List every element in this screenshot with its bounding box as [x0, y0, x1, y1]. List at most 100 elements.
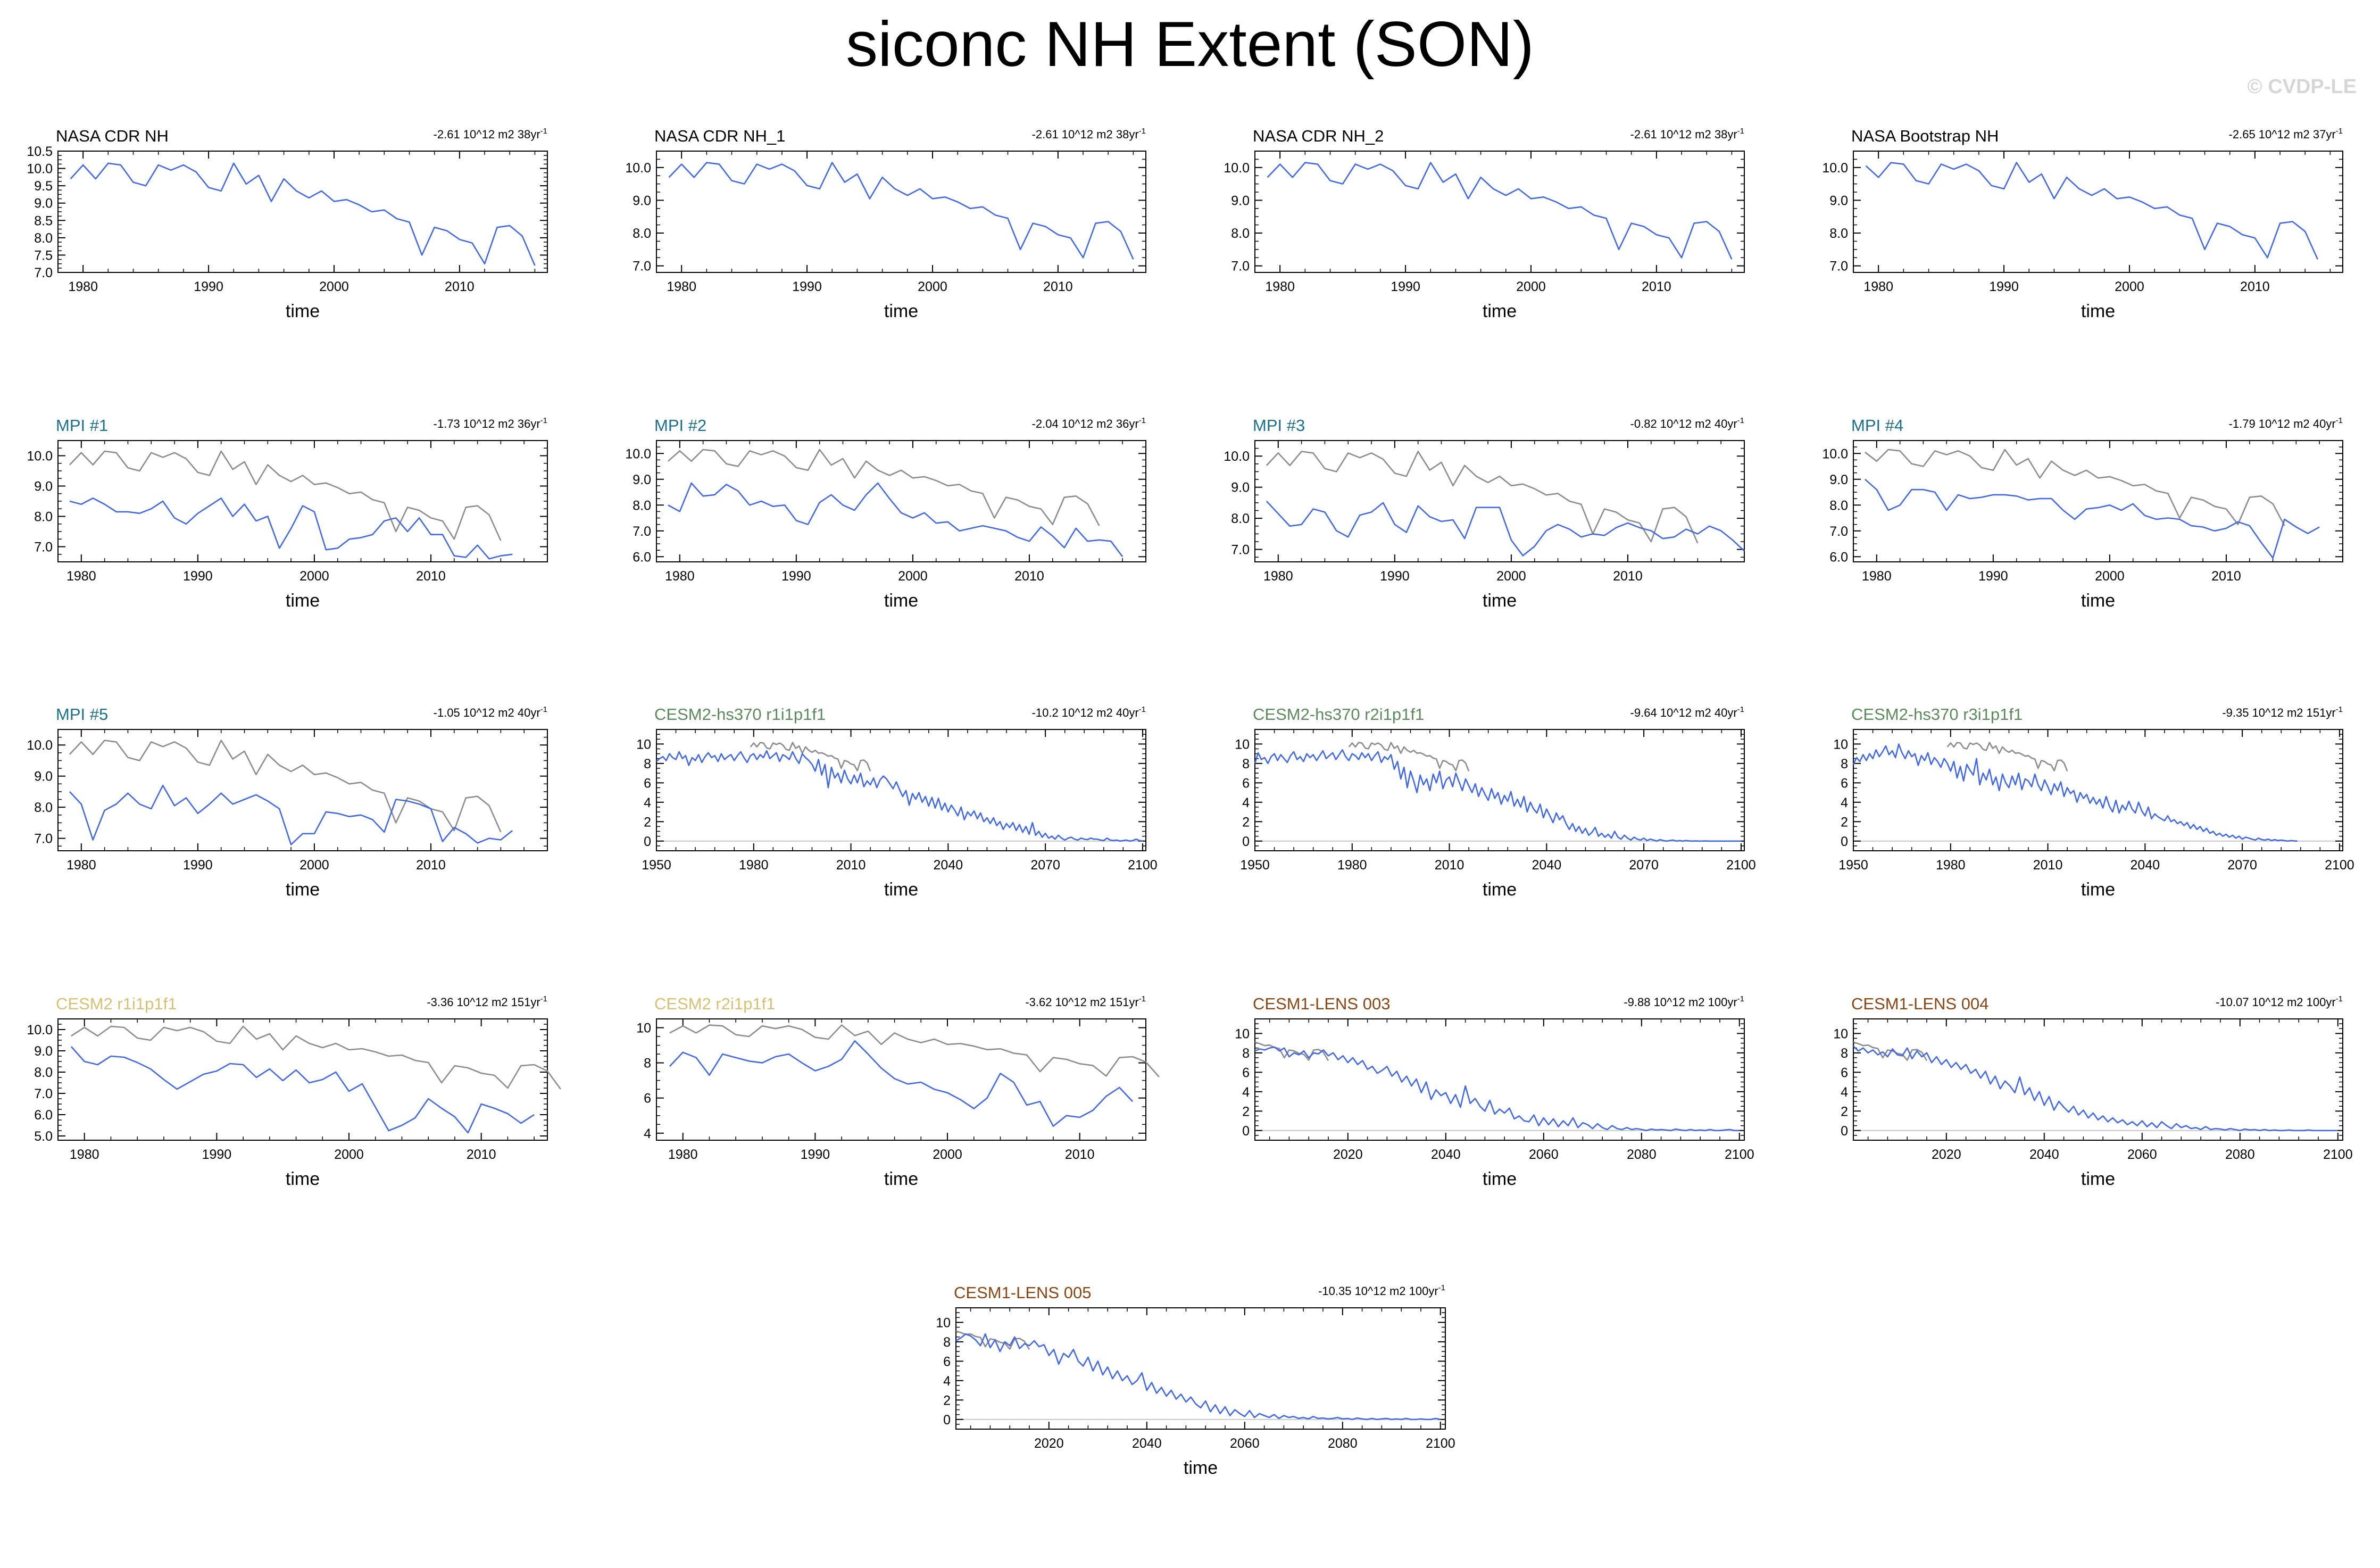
x-tick-label: 2010	[467, 1147, 496, 1162]
y-tick-label: 9.0	[34, 479, 53, 494]
trend-label: -2.61 10^12 m2 38yr-1	[1630, 127, 1744, 141]
trend-exponent: -1	[540, 705, 547, 714]
trend-label: -9.64 10^12 m2 40yr-1	[1630, 705, 1744, 719]
x-tick-label: 2070	[2227, 858, 2257, 873]
x-tick-label: 2010	[1065, 1147, 1095, 1162]
x-tick-label: 2010	[1043, 279, 1073, 294]
panel-title: NASA CDR NH	[56, 127, 169, 145]
trend-exponent: -1	[540, 416, 547, 425]
panel-title: NASA CDR NH_1	[654, 127, 785, 145]
panel-title: MPI #3	[1253, 416, 1305, 435]
x-tick-label: 1990	[1989, 279, 2019, 294]
x-tick-label: 2010	[1014, 569, 1044, 584]
y-tick-label: 7.0	[34, 266, 53, 280]
panel-title: CESM2-hs370 r1i1p1f1	[654, 705, 826, 724]
y-tick-label: 6	[943, 1354, 951, 1369]
x-tick-label: 2020	[1333, 1147, 1363, 1162]
x-tick-label: 1980	[665, 569, 695, 584]
y-tick-label: 2	[1242, 815, 1250, 829]
y-tick-label: 9.0	[633, 193, 651, 208]
plot-frame	[1254, 440, 1745, 562]
trend-label: -3.62 10^12 m2 151yr-1	[1025, 994, 1146, 1009]
y-tick-label: 7.0	[633, 524, 651, 539]
panel-title: MPI #5	[56, 705, 108, 724]
y-tick-label: 4	[644, 795, 651, 810]
y-tick-label: 8.0	[1231, 226, 1250, 241]
y-tick-label: 0	[1242, 834, 1250, 849]
model-series-line	[668, 482, 1124, 558]
trend-exponent: -1	[2336, 705, 2343, 714]
trend-exponent: -1	[1737, 416, 1744, 425]
y-tick-label: 7.5	[34, 248, 53, 263]
chart-panel: MPI #5 -1.05 10^12 m2 40yr-1 7.0 8.0 9.0 10.0…	[27, 705, 548, 900]
reference-series-line	[1865, 449, 2285, 526]
x-tick-label: 2070	[1030, 858, 1060, 873]
x-tick-label: 1990	[183, 858, 213, 873]
x-tick-label: 1990	[1380, 569, 1410, 584]
x-tick-label: 2080	[1627, 1147, 1657, 1162]
model-series-line	[1254, 1046, 1740, 1132]
plot-frame	[57, 151, 548, 273]
y-tick-label: 6	[644, 1091, 651, 1106]
reference-series-line	[669, 1024, 1160, 1077]
x-tick-label: 1990	[801, 1147, 830, 1162]
x-axis-label: time	[2081, 880, 2115, 900]
y-tick-label: 7.0	[1829, 259, 1848, 274]
x-axis-label: time	[1483, 591, 1517, 611]
y-tick-label: 6	[1242, 776, 1250, 791]
reference-series-line	[71, 1025, 561, 1090]
x-tick-label: 1990	[183, 569, 213, 584]
x-tick-label: 2020	[1034, 1436, 1064, 1451]
reference-series-line	[69, 450, 502, 541]
x-tick-label: 2040	[1132, 1436, 1162, 1451]
y-tick-label: 10	[636, 1021, 651, 1036]
y-tick-label: 6	[1841, 776, 1848, 791]
x-tick-label: 1950	[1838, 858, 1868, 873]
x-tick-label: 2000	[918, 279, 947, 294]
chart-panel: CESM2-hs370 r1i1p1f1 -10.2 10^12 m2 40yr-…	[636, 705, 1158, 900]
y-tick-label: 8.0	[1231, 511, 1250, 526]
x-tick-label: 1980	[668, 1147, 698, 1162]
x-tick-label: 2010	[1435, 858, 1464, 873]
y-tick-label: 10.0	[27, 1023, 53, 1038]
y-tick-label: 8	[644, 757, 651, 771]
chart-panel: NASA CDR NH_2 -2.61 10^12 m2 38yr-1 7.0 8.0…	[1224, 127, 1745, 321]
plot-frame	[656, 440, 1146, 562]
model-series-line	[69, 784, 513, 845]
reference-series-line	[1348, 742, 1470, 771]
plot-frame	[656, 729, 1146, 851]
plot-frame	[656, 151, 1146, 273]
chart-panel: CESM2 r2i1p1f1 -3.62 10^12 m2 151yr-1 4 6 8 1…	[636, 994, 1160, 1189]
trend-label: -2.65 10^12 m2 37yr-1	[2229, 127, 2343, 141]
y-tick-label: 8	[1242, 1046, 1250, 1061]
plot-frame	[955, 1307, 1446, 1430]
y-tick-label: 10.0	[625, 446, 651, 461]
y-tick-label: 10.0	[1822, 161, 1848, 176]
plot-frame	[57, 729, 548, 851]
trend-label: -9.88 10^12 m2 100yr-1	[1624, 994, 1744, 1009]
y-tick-label: 2	[644, 815, 651, 829]
x-tick-label: 2000	[299, 569, 329, 584]
x-tick-label: 1980	[667, 279, 696, 294]
y-tick-label: 7.0	[1231, 259, 1250, 274]
y-tick-label: 5.0	[34, 1129, 53, 1144]
model-series-line	[70, 162, 536, 266]
x-tick-label: 2040	[2029, 1147, 2059, 1162]
y-tick-label: 2	[1841, 815, 1848, 829]
x-tick-label: 2080	[1328, 1436, 1358, 1451]
model-series-line	[1266, 501, 1745, 557]
chart-panel: CESM1-LENS 003 -9.88 10^12 m2 100yr-1 0 2 4 6…	[1235, 994, 1754, 1189]
x-axis-label: time	[286, 1169, 320, 1189]
trend-label: -9.35 10^12 m2 151yr-1	[2222, 705, 2343, 719]
x-axis-label: time	[1483, 1169, 1517, 1189]
plot-frame	[57, 1018, 548, 1141]
trend-label: -3.36 10^12 m2 151yr-1	[427, 994, 547, 1009]
y-tick-label: 10	[1833, 737, 1848, 752]
model-series-line	[1865, 478, 2320, 559]
y-tick-label: 0	[1841, 834, 1848, 849]
x-axis-label: time	[1184, 1458, 1218, 1478]
panel-title: CESM2 r2i1p1f1	[654, 994, 775, 1013]
trend-label: -1.73 10^12 m2 36yr-1	[434, 416, 547, 430]
x-tick-label: 2000	[933, 1147, 962, 1162]
x-tick-label: 2010	[2211, 569, 2241, 584]
